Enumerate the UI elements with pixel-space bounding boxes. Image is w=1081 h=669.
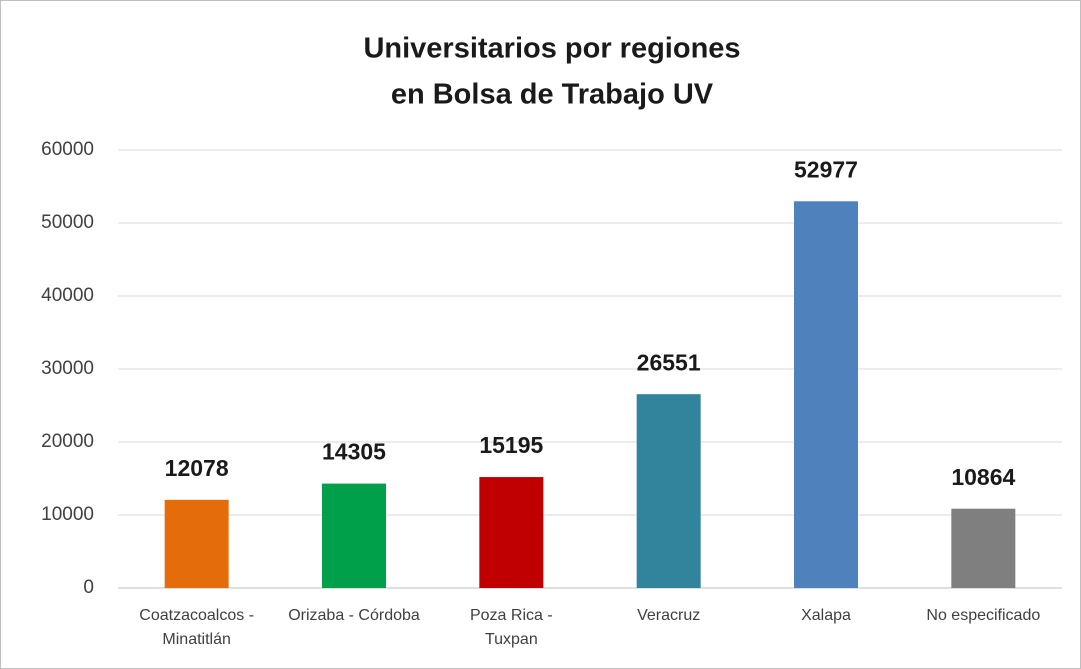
x-tick-label: Poza Rica - [470, 607, 553, 624]
y-tick-label: 10000 [41, 504, 94, 525]
bar [164, 499, 229, 588]
chart-title: en Bolsa de Trabajo UV [391, 79, 714, 111]
x-tick-label: Orizaba - Córdoba [288, 607, 420, 624]
x-tick-label: Xalapa [801, 607, 851, 624]
bar [794, 201, 858, 589]
chart-title: Universitarios por regiones [363, 33, 740, 65]
y-tick-label: 0 [83, 577, 94, 598]
y-tick-label: 30000 [41, 358, 94, 379]
data-label: 15195 [479, 432, 543, 458]
data-label: 26551 [637, 349, 701, 375]
bar [636, 394, 701, 588]
x-tick-label: Tuxpan [485, 631, 538, 648]
y-tick-label: 40000 [41, 285, 94, 306]
data-label: 52977 [794, 156, 858, 182]
y-tick-label: 50000 [41, 212, 94, 233]
x-tick-label: No especificado [926, 607, 1040, 624]
y-tick-label: 60000 [41, 139, 94, 160]
x-tick-label: Veracruz [637, 607, 700, 624]
data-label: 14305 [322, 439, 386, 465]
x-tick-label: Minatitlán [162, 631, 230, 648]
bar [479, 477, 544, 588]
data-label: 10864 [951, 464, 1015, 490]
bar [322, 483, 386, 588]
y-tick-label: 20000 [41, 431, 94, 452]
x-tick-label: Coatzacoalcos - [139, 607, 254, 624]
data-label: 12078 [165, 455, 229, 481]
bar [951, 508, 1016, 588]
